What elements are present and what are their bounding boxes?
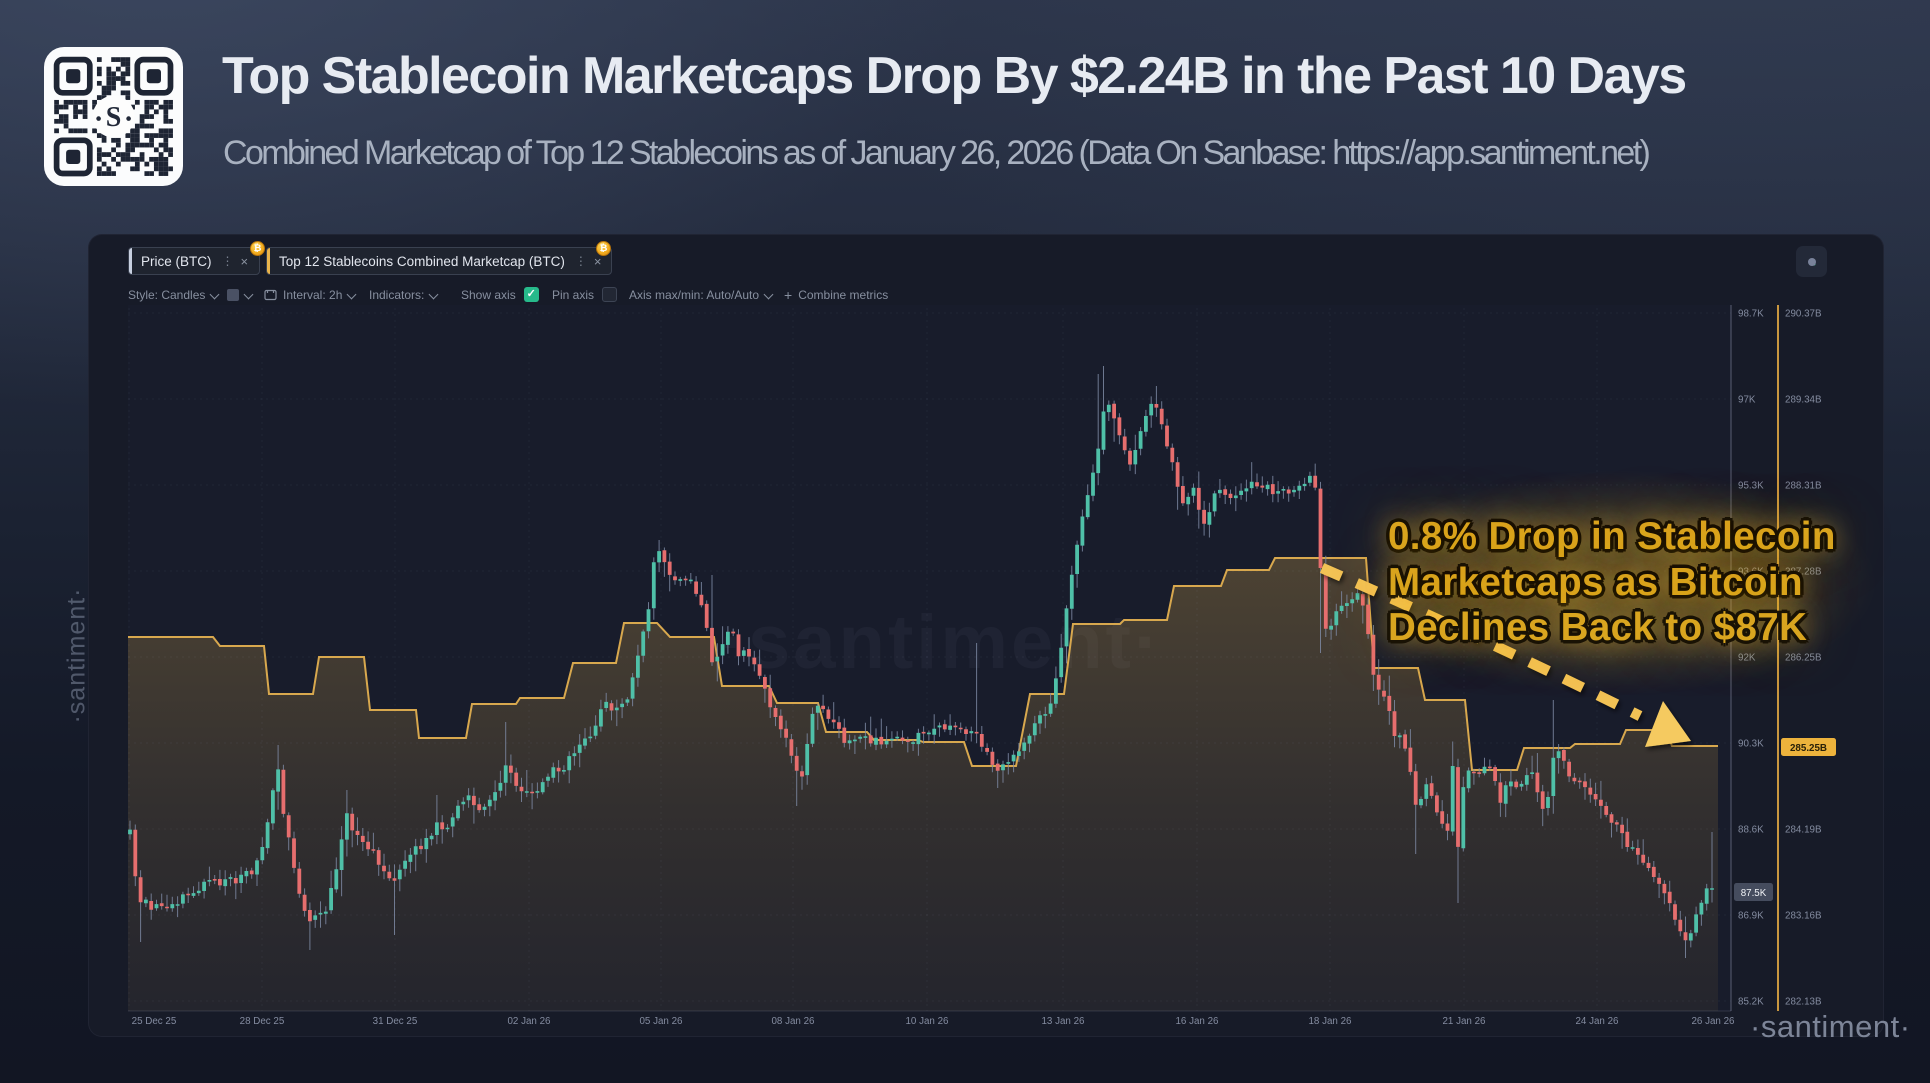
svg-text:93.6K: 93.6K: [1738, 567, 1764, 578]
svg-text:97K: 97K: [1738, 395, 1756, 406]
svg-text:88.6K: 88.6K: [1738, 825, 1764, 836]
svg-text:287.28B: 287.28B: [1785, 567, 1822, 578]
svg-text:282.13B: 282.13B: [1785, 997, 1822, 1008]
svg-text:31 Dec 25: 31 Dec 25: [373, 1016, 418, 1027]
svg-text:98.7K: 98.7K: [1738, 309, 1764, 320]
svg-text:284.19B: 284.19B: [1785, 825, 1822, 836]
svg-text:285.25B: 285.25B: [1790, 743, 1827, 754]
svg-text:26 Jan 26: 26 Jan 26: [1691, 1016, 1735, 1027]
svg-text:95.3K: 95.3K: [1738, 481, 1764, 492]
svg-text:87.5K: 87.5K: [1741, 888, 1767, 899]
svg-text:02 Jan 26: 02 Jan 26: [507, 1016, 551, 1027]
svg-text:92K: 92K: [1738, 653, 1756, 664]
svg-text:24 Jan 26: 24 Jan 26: [1575, 1016, 1619, 1027]
svg-text:S: S: [106, 102, 122, 133]
svg-text:289.34B: 289.34B: [1785, 395, 1822, 406]
svg-text:86.9K: 86.9K: [1738, 911, 1764, 922]
svg-text:25 Dec 25: 25 Dec 25: [132, 1016, 177, 1027]
svg-text:21 Jan 26: 21 Jan 26: [1442, 1016, 1486, 1027]
svg-text:10 Jan 26: 10 Jan 26: [905, 1016, 949, 1027]
svg-text:290.37B: 290.37B: [1785, 309, 1822, 320]
svg-text:286.25B: 286.25B: [1785, 653, 1822, 664]
svg-text:283.16B: 283.16B: [1785, 911, 1822, 922]
svg-text:18 Jan 26: 18 Jan 26: [1308, 1016, 1352, 1027]
svg-text:13 Jan 26: 13 Jan 26: [1041, 1016, 1085, 1027]
svg-text:08 Jan 26: 08 Jan 26: [771, 1016, 815, 1027]
svg-text:05 Jan 26: 05 Jan 26: [639, 1016, 683, 1027]
svg-text:85.2K: 85.2K: [1738, 997, 1764, 1008]
svg-text:288.31B: 288.31B: [1785, 481, 1822, 492]
svg-text:28 Dec 25: 28 Dec 25: [240, 1016, 285, 1027]
svg-text:90.3K: 90.3K: [1738, 739, 1764, 750]
svg-text:16 Jan 26: 16 Jan 26: [1175, 1016, 1219, 1027]
